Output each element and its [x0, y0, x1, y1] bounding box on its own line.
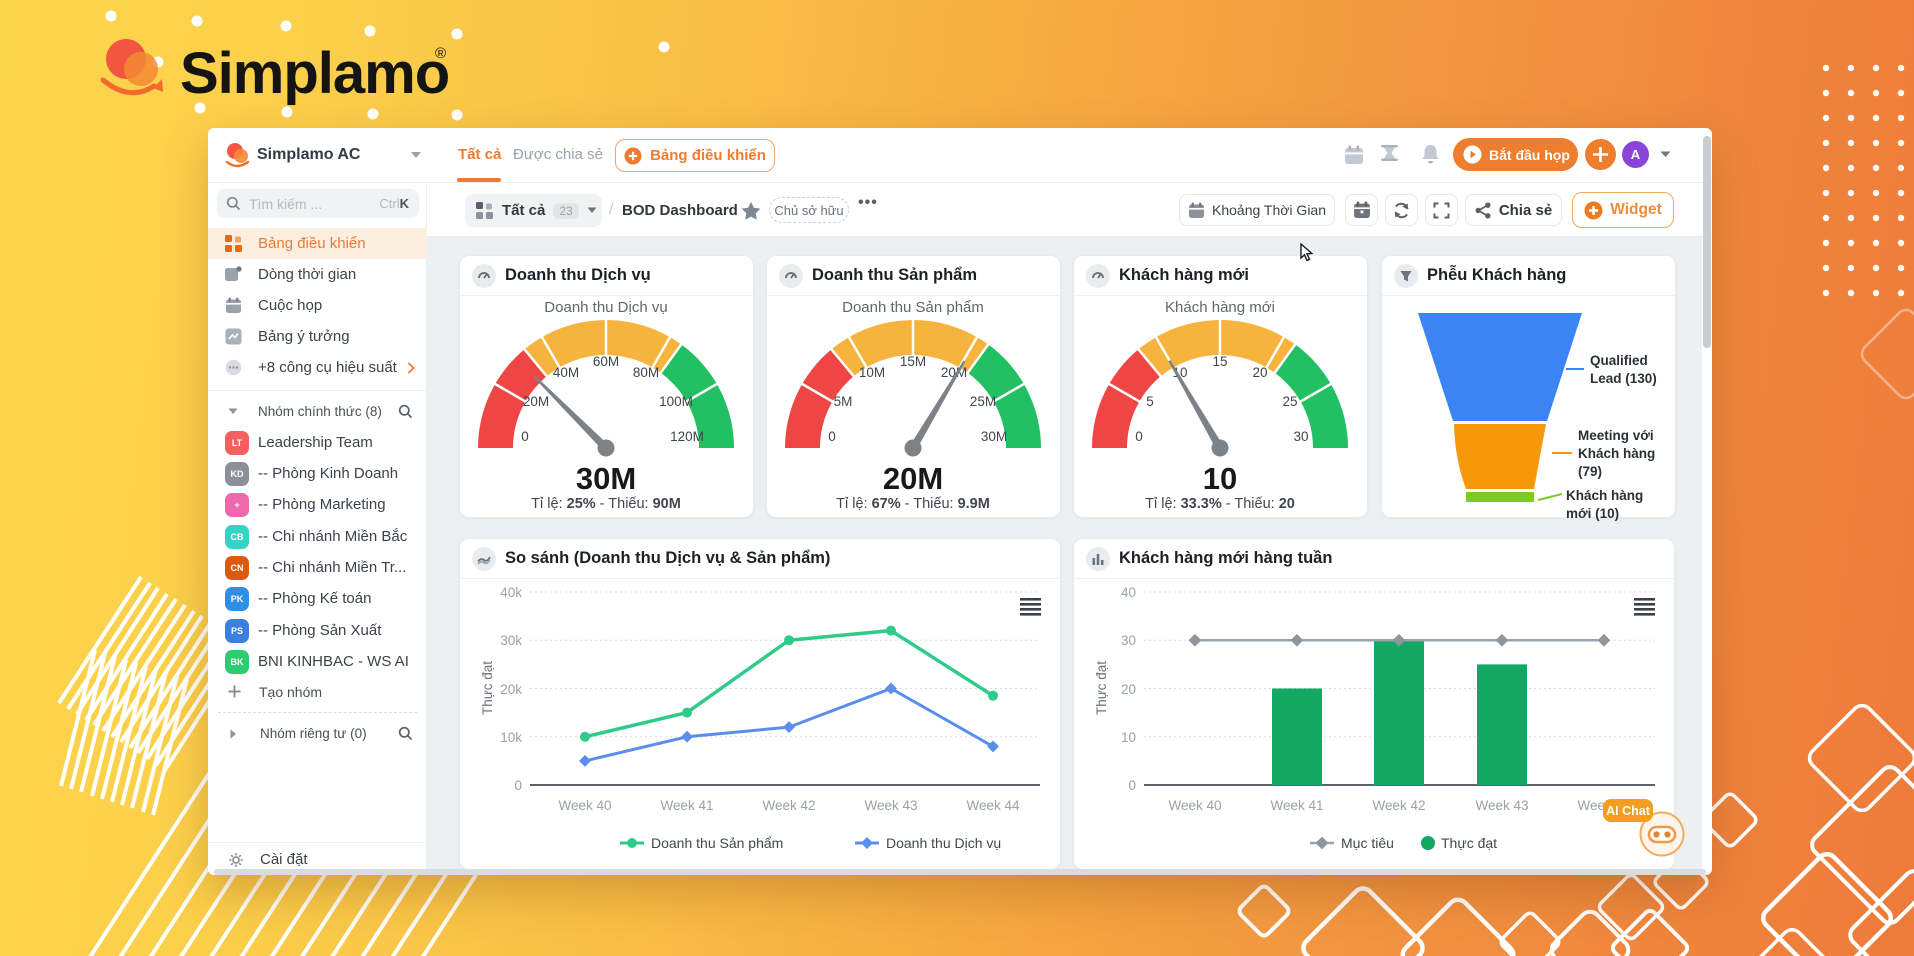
svg-text:®: ®	[435, 45, 446, 62]
svg-text:Simplamo: Simplamo	[180, 41, 449, 106]
